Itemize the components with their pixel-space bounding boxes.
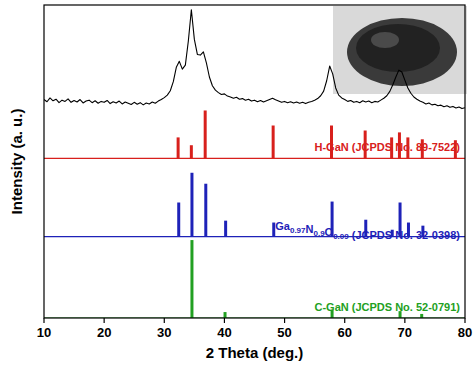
reference-peak [190, 173, 193, 237]
x-tick [224, 318, 225, 323]
y-axis-label: Intensity (a. u.) [8, 109, 25, 215]
inset-photo [333, 6, 467, 94]
reference-peak [204, 110, 207, 158]
plot-area [44, 10, 465, 318]
x-tick [164, 318, 165, 323]
x-tick-label: 30 [157, 325, 171, 340]
x-tick-label: 40 [217, 325, 231, 340]
series-label: Ga0.97N0.9O0.09 (JCPDS No. 32-0398) [275, 220, 460, 241]
x-tick-label: 10 [37, 325, 51, 340]
x-tick-label: 50 [277, 325, 291, 340]
x-tick-label: 20 [97, 325, 111, 340]
series-label: H-GaN (JCPDS No. 89-7522) [315, 141, 461, 153]
reference-peak [177, 203, 180, 237]
labels: H-GaN (JCPDS No. 89-7522) Ga0.97N0.9O0.09… [275, 141, 460, 313]
x-tick [464, 318, 465, 323]
x-axis-label: 2 Theta (deg.) [206, 344, 304, 361]
x-tick [104, 318, 105, 323]
series-label: C-GaN (JCPDS No. 52-0791) [315, 301, 461, 313]
x-tick [43, 318, 44, 323]
x-tick-label: 60 [337, 325, 351, 340]
x-tick [344, 318, 345, 323]
reference-peak [190, 240, 193, 318]
reference-peak [420, 314, 423, 318]
x-tick [284, 318, 285, 323]
reference-peak [177, 137, 180, 158]
reference-peak [190, 145, 193, 158]
reference-peak [224, 221, 227, 237]
xrd-pattern [44, 10, 465, 109]
reference-peak [204, 184, 207, 237]
plot-frame [44, 5, 465, 318]
x-tick [404, 318, 405, 323]
reference-baseline [44, 158, 465, 159]
x-tick-label: 70 [398, 325, 412, 340]
reference-peak [272, 126, 275, 159]
reference-peak [224, 312, 227, 318]
x-tick-label: 80 [458, 325, 472, 340]
chart: H-GaN (JCPDS No. 89-7522) Ga0.97N0.9O0.09… [0, 0, 473, 369]
